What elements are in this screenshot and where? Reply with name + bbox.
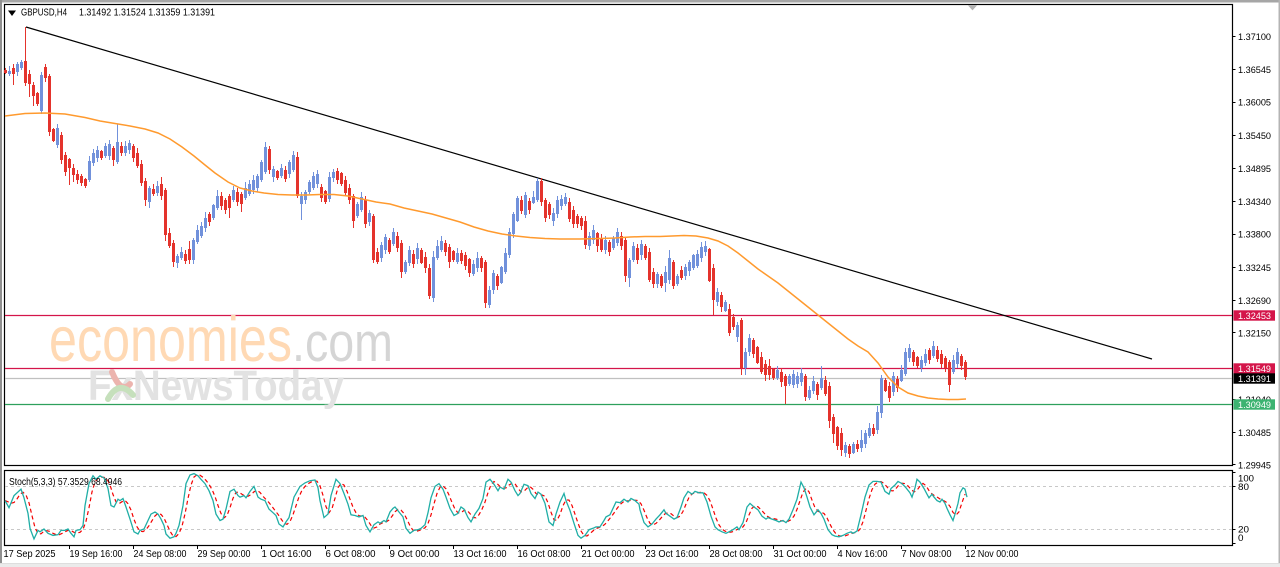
svg-text:1.29945: 1.29945 — [1238, 460, 1271, 471]
svg-text:13 Oct 16:00: 13 Oct 16:00 — [454, 549, 507, 560]
svg-text:4 Nov 16:00: 4 Nov 16:00 — [838, 549, 888, 560]
svg-text:12 Nov 00:00: 12 Nov 00:00 — [966, 549, 1019, 560]
svg-text:1.31492 1.31524 1.31359 1.3139: 1.31492 1.31524 1.31359 1.31391 — [79, 8, 215, 19]
svg-text:21 Oct 00:00: 21 Oct 00:00 — [582, 549, 635, 560]
svg-text:1.36005: 1.36005 — [1238, 98, 1271, 109]
svg-text:1.33800: 1.33800 — [1238, 230, 1271, 241]
svg-text:31 Oct 00:00: 31 Oct 00:00 — [774, 549, 827, 560]
svg-text:20: 20 — [1238, 524, 1249, 535]
svg-text:23 Oct 16:00: 23 Oct 16:00 — [646, 549, 699, 560]
svg-text:1.34340: 1.34340 — [1238, 197, 1271, 208]
svg-text:19 Sep 16:00: 19 Sep 16:00 — [70, 549, 123, 560]
svg-text:1.32150: 1.32150 — [1238, 328, 1271, 339]
svg-text:24 Sep 08:00: 24 Sep 08:00 — [134, 549, 187, 560]
svg-text:economies: economies — [49, 305, 292, 375]
svg-text:1.33245: 1.33245 — [1238, 263, 1271, 274]
svg-text:29 Sep 00:00: 29 Sep 00:00 — [198, 549, 251, 560]
svg-text:17 Sep 2025: 17 Sep 2025 — [4, 549, 56, 560]
svg-text:9 Oct 00:00: 9 Oct 00:00 — [390, 549, 440, 560]
svg-text:80: 80 — [1238, 482, 1249, 493]
svg-text:7 Nov 08:00: 7 Nov 08:00 — [902, 549, 952, 560]
svg-text:16 Oct 08:00: 16 Oct 08:00 — [518, 549, 571, 560]
svg-text:1.32453: 1.32453 — [1238, 311, 1271, 322]
svg-text:1.32690: 1.32690 — [1238, 296, 1271, 307]
svg-text:1.35450: 1.35450 — [1238, 131, 1271, 142]
svg-text:1.31391: 1.31391 — [1238, 374, 1271, 385]
svg-text:1.37100: 1.37100 — [1238, 32, 1271, 43]
svg-text:.com: .com — [292, 311, 393, 373]
svg-text:28 Oct 08:00: 28 Oct 08:00 — [710, 549, 763, 560]
svg-text:Stoch(5,3,3) 57.3529 68.4946: Stoch(5,3,3) 57.3529 68.4946 — [9, 477, 122, 488]
svg-text:6 Oct 08:00: 6 Oct 08:00 — [326, 549, 376, 560]
svg-text:1.31549: 1.31549 — [1238, 364, 1271, 375]
svg-text:1.34895: 1.34895 — [1238, 164, 1271, 175]
svg-text:0: 0 — [1238, 533, 1244, 544]
svg-text:100: 100 — [1238, 473, 1254, 484]
svg-text:1.30949: 1.30949 — [1238, 400, 1271, 411]
svg-text:1 Oct 16:00: 1 Oct 16:00 — [262, 549, 312, 560]
svg-text:GBPUSD,H4: GBPUSD,H4 — [21, 8, 67, 19]
svg-text:1.36545: 1.36545 — [1238, 65, 1271, 76]
svg-text:1.30485: 1.30485 — [1238, 428, 1271, 439]
